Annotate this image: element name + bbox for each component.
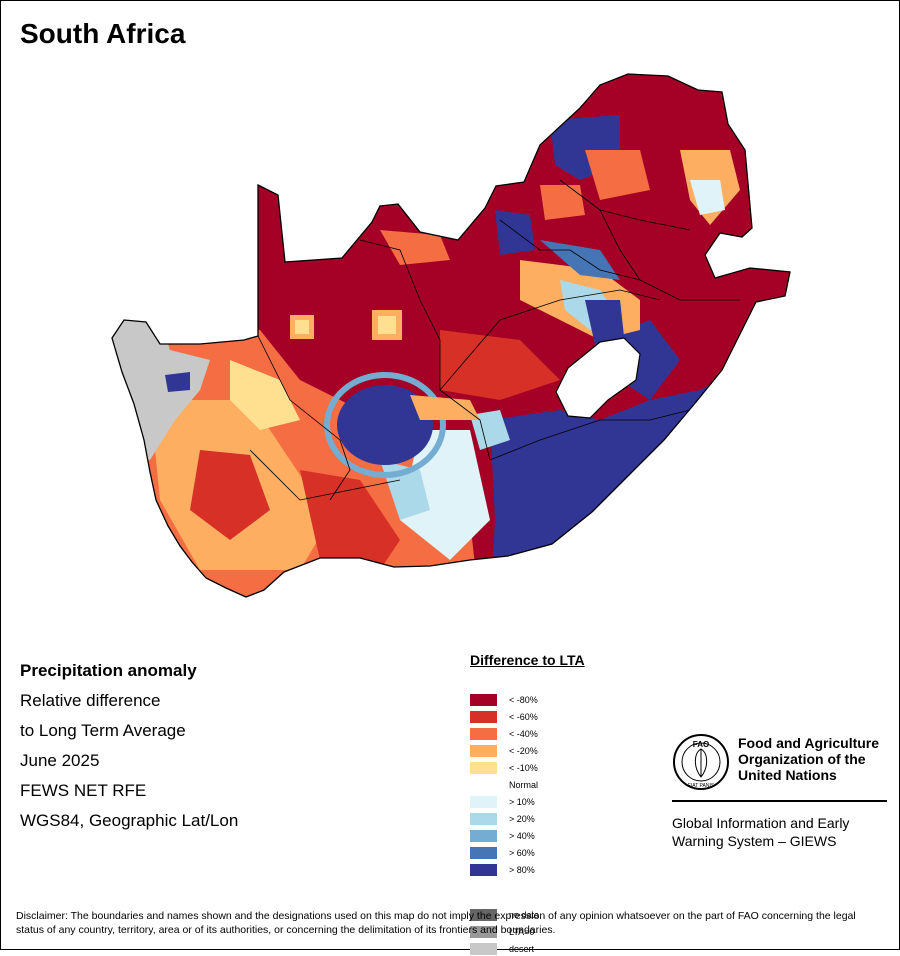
legend-item: < -40% [470,728,630,741]
legend-swatch [470,796,497,808]
legend-label: > 60% [509,848,535,858]
info-source: FEWS NET RFE [20,781,147,800]
legend-label: no data [509,910,540,920]
legend-label: Normal [509,780,539,790]
anomaly-map [111,73,791,598]
legend-item: < -80% [470,694,630,707]
legend-swatch [470,728,497,740]
map-title: South Africa [20,18,186,49]
legend-swatch [470,830,497,842]
legend-extra-item: no data [470,909,630,922]
disclaimer: Disclaimer: The boundaries and names sho… [16,910,856,936]
info-projection: WGS84, Geographic Lat/Lon [20,811,239,830]
legend-item: > 80% [470,864,630,877]
legend-swatch [470,762,497,774]
legend-label: > 20% [509,814,535,824]
info-heading: Precipitation anomaly [20,661,197,680]
legend-swatch [470,779,497,791]
legend-item: > 40% [470,830,630,843]
map-info: Precipitation anomaly Relative differenc… [20,656,238,836]
legend-item: > 10% [470,796,630,809]
legend-extra-item: LTA=0 [470,926,630,939]
legend-label: > 40% [509,831,535,841]
legend-swatch [470,813,497,825]
info-line2: to Long Term Average [20,721,186,740]
legend-label: > 80% [509,865,535,875]
legend-swatch [470,943,497,955]
fao-divider [672,800,887,802]
giews-line2: Warning System – GIEWS [672,833,837,849]
legend-item: < -60% [470,711,630,724]
fao-logo: FAO FIAT PANIS [673,734,729,790]
legend-item: Normal [470,779,630,792]
legend-swatch [470,926,497,938]
legend: Difference to LTA < -80% < -60% < -40% < -2… [470,652,585,955]
legend-swatch [470,745,497,757]
info-line1: Relative difference [20,691,161,710]
legend-label: < -80% [509,695,538,705]
legend-title: Difference to LTA [470,652,585,668]
legend-label: < -60% [509,712,538,722]
legend-swatch [470,909,497,921]
legend-label: < -10% [509,763,538,773]
info-period: June 2025 [20,751,100,770]
legend-swatch [470,711,497,723]
legend-label: desert [509,944,535,954]
giews-label: Global Information and Early Warning Sys… [672,814,849,850]
legend-item: > 60% [470,847,630,860]
fao-logo-text: FAO [693,740,709,749]
legend-swatch [470,694,497,706]
legend-item: > 20% [470,813,630,826]
fao-name-line3: United Nations [738,767,837,783]
legend-item: < -10% [470,762,630,775]
legend-label: < -40% [509,729,538,739]
giews-line1: Global Information and Early [672,815,850,831]
fao-name-line1: Food and Agriculture [738,735,880,751]
legend-label: > 10% [509,797,535,807]
fao-name: Food and Agriculture Organization of the… [738,735,879,783]
fao-name-line2: Organization of the [738,751,866,767]
legend-label: < -20% [509,746,538,756]
legend-item: < -20% [470,745,630,758]
legend-swatch [470,847,497,859]
legend-label: LTA=0 [509,927,535,937]
legend-swatch [470,864,497,876]
fao-logo-motto: FIAT PANIS [688,783,715,789]
